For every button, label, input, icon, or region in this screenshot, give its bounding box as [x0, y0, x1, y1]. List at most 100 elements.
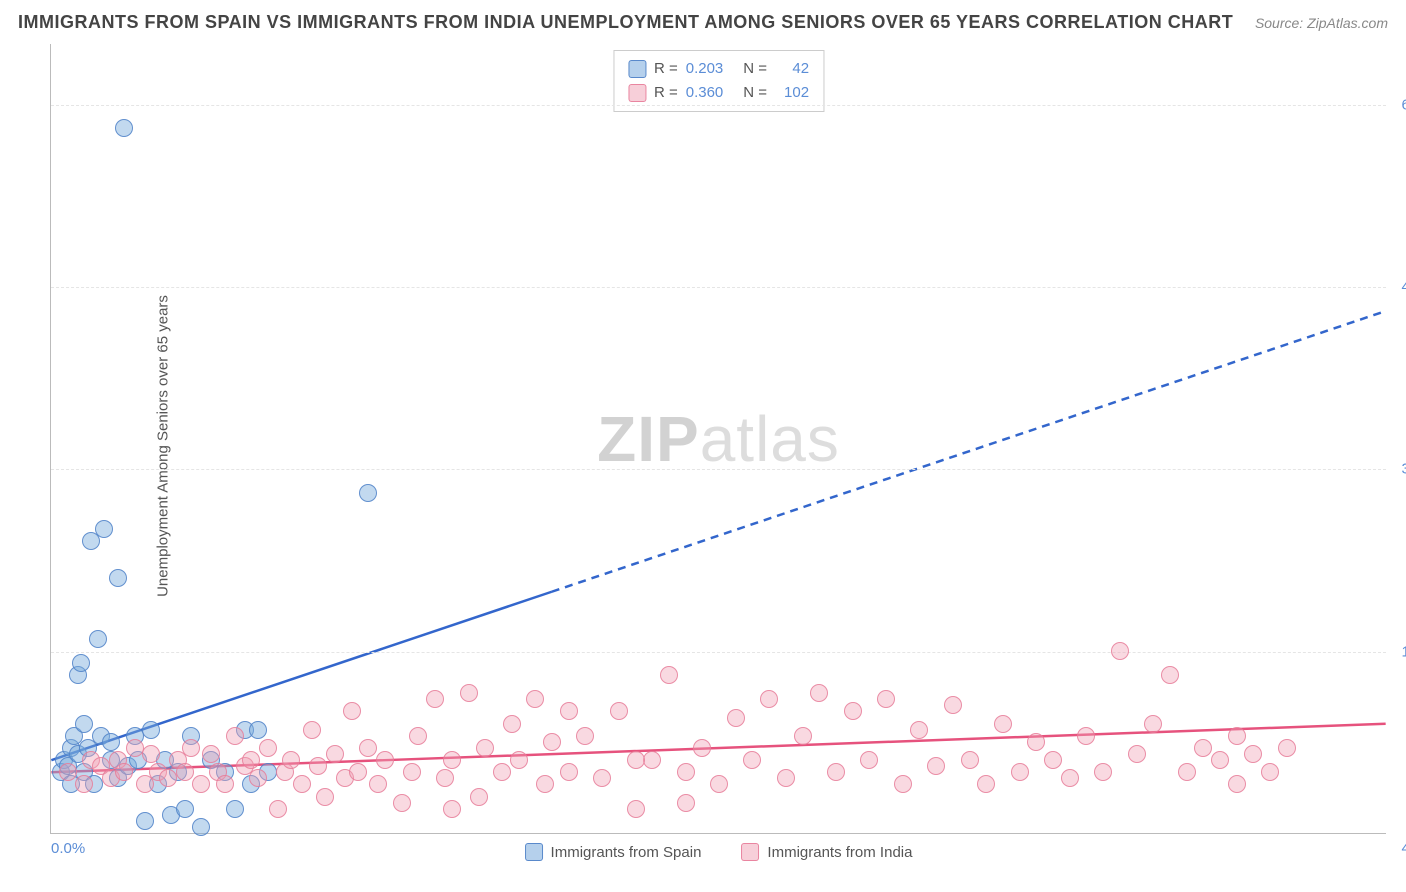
watermark: ZIPatlas — [597, 402, 840, 476]
n-value: 102 — [775, 81, 809, 105]
legend-row: R =0.203N =42 — [628, 57, 809, 81]
x-tick-label: 40.0% — [1401, 840, 1406, 857]
legend-label: Immigrants from India — [767, 844, 912, 861]
scatter-point — [126, 739, 144, 757]
scatter-point — [1261, 763, 1279, 781]
scatter-point — [593, 769, 611, 787]
legend-item: Immigrants from India — [741, 843, 912, 861]
scatter-point — [182, 739, 200, 757]
source-value: ZipAtlas.com — [1307, 15, 1388, 31]
scatter-point — [1061, 769, 1079, 787]
scatter-point — [476, 739, 494, 757]
scatter-point — [660, 666, 678, 684]
scatter-point — [894, 775, 912, 793]
scatter-point — [369, 775, 387, 793]
scatter-point — [627, 800, 645, 818]
scatter-point — [1077, 727, 1095, 745]
trend-lines — [51, 44, 1386, 833]
scatter-point — [75, 715, 93, 733]
scatter-point — [944, 696, 962, 714]
scatter-point — [543, 733, 561, 751]
y-tick-label: 60.0% — [1401, 96, 1406, 113]
scatter-point — [677, 794, 695, 812]
scatter-point — [643, 751, 661, 769]
scatter-point — [249, 769, 267, 787]
scatter-point — [192, 818, 210, 836]
scatter-point — [810, 684, 828, 702]
scatter-point — [710, 775, 728, 793]
scatter-point — [1278, 739, 1296, 757]
n-label: N = — [743, 57, 767, 81]
source-label: Source: ZipAtlas.com — [1255, 15, 1388, 31]
scatter-point — [1128, 745, 1146, 763]
scatter-point — [115, 763, 133, 781]
scatter-point — [526, 690, 544, 708]
scatter-point — [1094, 763, 1112, 781]
scatter-point — [202, 745, 220, 763]
scatter-point — [503, 715, 521, 733]
scatter-point — [326, 745, 344, 763]
source-prefix: Source: — [1255, 15, 1307, 31]
scatter-point — [293, 775, 311, 793]
scatter-point — [777, 769, 795, 787]
legend-swatch — [525, 843, 543, 861]
scatter-point — [176, 800, 194, 818]
scatter-point — [282, 751, 300, 769]
scatter-point — [249, 721, 267, 739]
scatter-point — [743, 751, 761, 769]
legend-row: R =0.360N =102 — [628, 81, 809, 105]
scatter-point — [269, 800, 287, 818]
series-legend: Immigrants from Spain Immigrants from Ind… — [525, 843, 913, 861]
scatter-point — [359, 484, 377, 502]
watermark-atlas: atlas — [700, 403, 840, 475]
scatter-point — [259, 739, 277, 757]
scatter-point — [576, 727, 594, 745]
scatter-point — [242, 751, 260, 769]
scatter-point — [192, 775, 210, 793]
scatter-point — [727, 709, 745, 727]
scatter-point — [693, 739, 711, 757]
chart-area: R =0.203N =42R =0.360N =102 ZIPatlas Imm… — [50, 44, 1386, 834]
scatter-point — [827, 763, 845, 781]
scatter-point — [216, 775, 234, 793]
scatter-point — [89, 630, 107, 648]
legend-swatch — [741, 843, 759, 861]
scatter-point — [470, 788, 488, 806]
scatter-point — [627, 751, 645, 769]
y-tick-label: 30.0% — [1401, 461, 1406, 478]
scatter-point — [376, 751, 394, 769]
scatter-point — [59, 763, 77, 781]
scatter-point — [1161, 666, 1179, 684]
scatter-point — [403, 763, 421, 781]
gridline — [51, 105, 1386, 106]
scatter-point — [510, 751, 528, 769]
scatter-point — [994, 715, 1012, 733]
scatter-point — [443, 751, 461, 769]
scatter-point — [560, 702, 578, 720]
scatter-point — [443, 800, 461, 818]
scatter-point — [226, 727, 244, 745]
scatter-point — [136, 812, 154, 830]
scatter-point — [75, 775, 93, 793]
scatter-point — [102, 733, 120, 751]
n-label: N = — [743, 81, 767, 105]
legend-label: Immigrants from Spain — [551, 844, 702, 861]
gridline — [51, 287, 1386, 288]
scatter-point — [159, 769, 177, 787]
scatter-point — [877, 690, 895, 708]
legend-swatch — [628, 60, 646, 78]
scatter-point — [961, 751, 979, 769]
scatter-point — [1044, 751, 1062, 769]
scatter-point — [393, 794, 411, 812]
scatter-point — [460, 684, 478, 702]
r-label: R = — [654, 81, 678, 105]
x-tick-label: 0.0% — [51, 840, 85, 857]
n-value: 42 — [775, 57, 809, 81]
scatter-point — [844, 702, 862, 720]
scatter-point — [760, 690, 778, 708]
y-tick-label: 45.0% — [1401, 279, 1406, 296]
legend-item: Immigrants from Spain — [525, 843, 702, 861]
y-tick-label: 15.0% — [1401, 643, 1406, 660]
scatter-point — [226, 800, 244, 818]
scatter-point — [794, 727, 812, 745]
